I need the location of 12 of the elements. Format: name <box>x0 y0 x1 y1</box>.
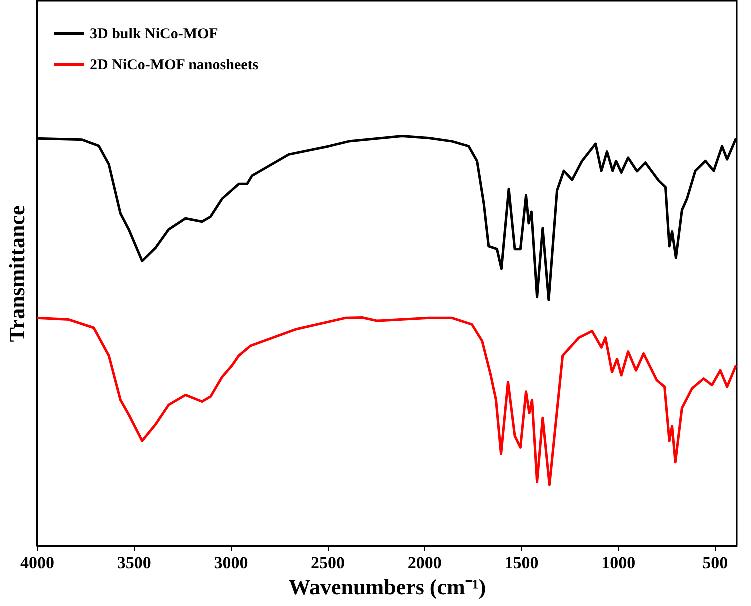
legend-label: 2D NiCo-MOF nanosheets <box>90 58 259 74</box>
x-tick-label: 2500 <box>311 554 346 572</box>
x-tick-label: 3000 <box>214 554 248 572</box>
x-tick-label: 1000 <box>602 554 636 572</box>
x-tick-label: 3500 <box>117 554 152 572</box>
x-axis-title: Wavenumbers (cm⁻¹) <box>288 574 486 600</box>
x-tick-label: 500 <box>702 554 728 572</box>
legend-label: 3D bulk NiCo-MOF <box>90 26 218 42</box>
x-tick-label: 1500 <box>504 554 539 572</box>
x-tick-label: 2000 <box>408 554 442 572</box>
y-axis-title: Transmittance <box>4 206 30 342</box>
x-tick-label: 4000 <box>20 554 54 572</box>
